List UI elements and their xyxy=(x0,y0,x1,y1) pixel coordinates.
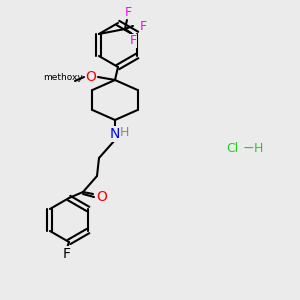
Text: O: O xyxy=(85,70,96,84)
Text: −: − xyxy=(242,141,254,155)
Text: F: F xyxy=(124,5,131,19)
Text: F: F xyxy=(63,247,71,261)
Text: N: N xyxy=(110,127,120,141)
Text: F: F xyxy=(129,34,137,47)
Text: O: O xyxy=(97,190,107,204)
Text: H: H xyxy=(119,125,129,139)
Text: methoxy: methoxy xyxy=(43,73,83,82)
Text: H: H xyxy=(253,142,263,154)
Text: Cl: Cl xyxy=(226,142,238,154)
Text: F: F xyxy=(140,20,146,32)
